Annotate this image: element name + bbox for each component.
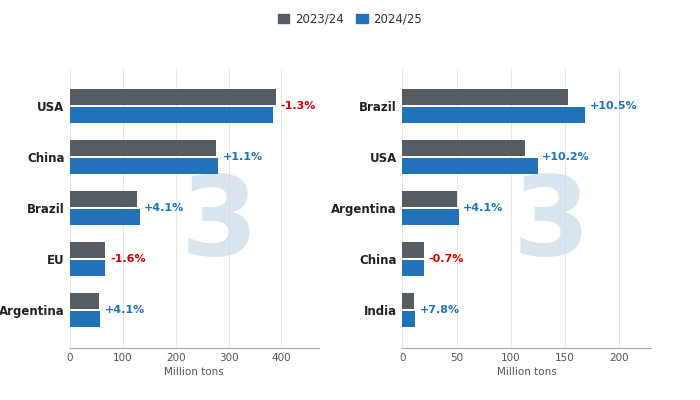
Text: +4.1%: +4.1% [104, 305, 145, 315]
Bar [70, 107, 273, 124]
Bar [402, 292, 414, 309]
Bar [70, 140, 216, 156]
Bar [70, 209, 140, 225]
Bar [70, 242, 106, 258]
Bar [70, 89, 276, 105]
Bar [402, 89, 568, 105]
Bar [402, 209, 458, 225]
Bar [402, 140, 524, 156]
Text: +1.1%: +1.1% [223, 152, 262, 162]
Legend: 2023/24, 2024/25: 2023/24, 2024/25 [273, 8, 427, 30]
Bar [70, 311, 100, 327]
Bar [402, 158, 538, 174]
Text: +4.1%: +4.1% [463, 203, 503, 213]
Text: +7.8%: +7.8% [420, 305, 460, 315]
Bar [70, 191, 137, 207]
Text: +10.2%: +10.2% [542, 152, 590, 162]
Bar [402, 107, 585, 124]
X-axis label: Million tons: Million tons [164, 367, 224, 377]
Bar [70, 158, 218, 174]
Bar [402, 242, 424, 258]
Text: 3: 3 [181, 171, 258, 278]
Bar [70, 292, 99, 309]
Text: +10.5%: +10.5% [589, 101, 637, 111]
Bar [402, 191, 456, 207]
Text: -1.3%: -1.3% [280, 101, 316, 111]
Bar [70, 260, 105, 276]
Bar [402, 311, 416, 327]
X-axis label: Million tons: Million tons [497, 367, 556, 377]
Text: -1.6%: -1.6% [110, 254, 146, 264]
Text: 3: 3 [513, 171, 590, 278]
Bar [402, 260, 424, 276]
Text: -0.7%: -0.7% [428, 254, 464, 264]
Text: +4.1%: +4.1% [144, 203, 185, 213]
